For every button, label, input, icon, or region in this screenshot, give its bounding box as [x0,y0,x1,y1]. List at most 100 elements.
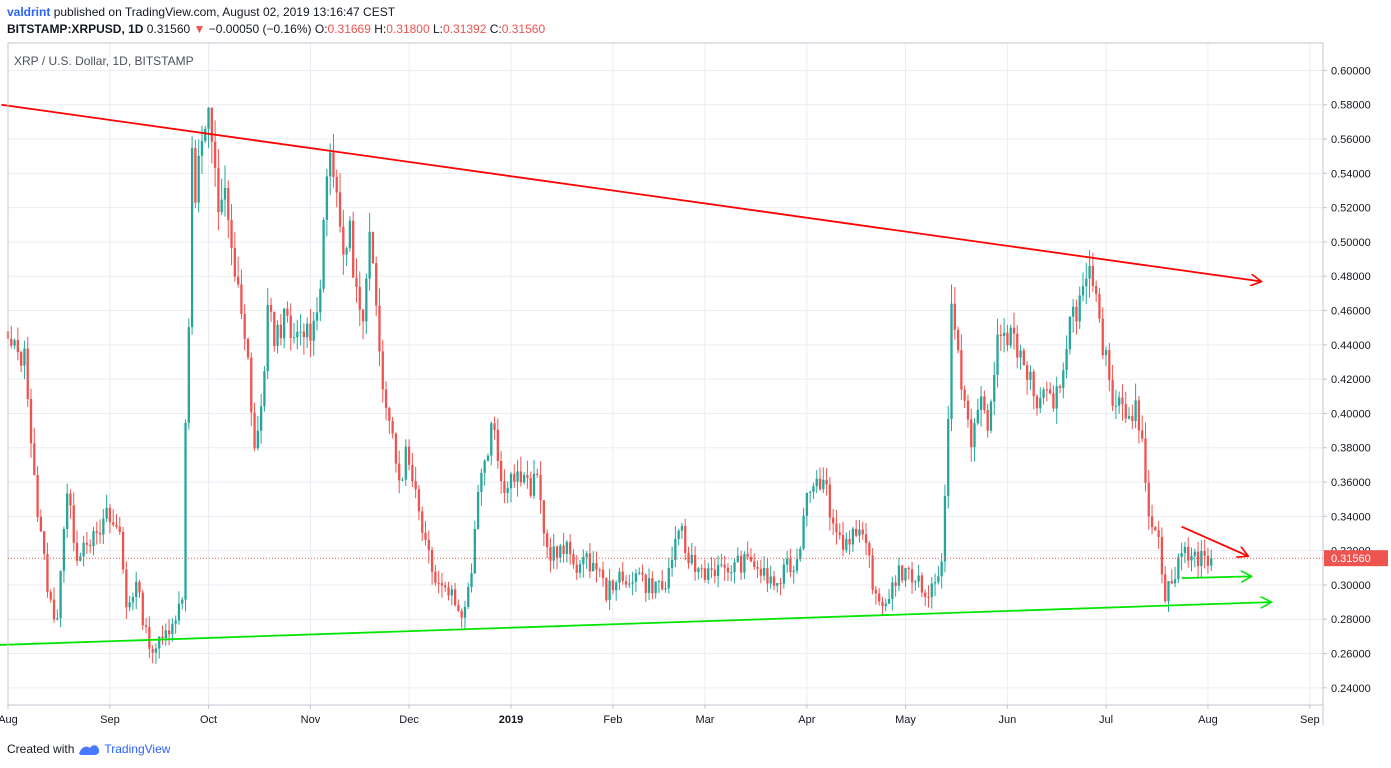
last-price: 0.31560 [146,22,191,36]
candle-body [105,507,108,519]
author-name[interactable]: valdrint [7,5,51,19]
candle [141,589,144,631]
candle [1029,365,1032,391]
candle [917,564,920,588]
candle-body [529,477,532,496]
candle [555,545,559,569]
candle-body [618,571,621,583]
candle-body [1032,371,1035,397]
tradingview-brand[interactable]: TradingView [104,742,171,756]
candle [572,549,575,569]
candle [815,470,818,494]
candle [282,307,286,349]
candle [858,519,861,543]
candle [1062,362,1065,399]
candle [151,645,154,664]
candle [332,133,335,188]
candle-body [332,152,335,177]
open-label: O: [314,22,328,36]
candle [753,553,756,571]
candle [121,526,125,574]
candle [29,388,33,458]
candle [1058,384,1062,394]
candle [1071,299,1075,333]
candle [1127,407,1131,420]
candle [174,615,177,634]
candle [480,468,483,506]
candle [785,551,789,573]
candle-body [26,348,29,399]
candle-body [907,567,910,570]
candle-body [943,495,947,562]
candle-body [956,329,960,351]
candle [703,559,707,583]
candle-body [1071,306,1075,317]
candle [730,565,733,582]
candle [411,452,414,488]
candle-body [279,324,283,339]
y-tick-label: 0.34000 [1331,511,1371,523]
candle-body [1164,574,1167,602]
candle-body [98,532,102,535]
trendlines[interactable] [0,103,1270,650]
candle [598,567,601,578]
candle-body [1187,546,1190,561]
candle-body [595,562,598,570]
candle-body [779,582,782,584]
candle [115,514,118,529]
candle-body [16,340,20,353]
candle-body [1052,393,1055,409]
candle-body [1048,389,1052,394]
candle-body [151,648,154,653]
candle-body [858,529,861,536]
candle-body [1141,430,1144,439]
candle [1157,520,1160,549]
candle-body [89,544,92,547]
candle-body [371,231,375,264]
candle [1114,389,1118,420]
candle [578,559,582,578]
candle [930,577,933,609]
candle [841,521,845,557]
candle [618,567,621,591]
candle-body [1150,516,1154,528]
candle [312,311,315,356]
candle [1193,548,1196,568]
candle [213,120,217,187]
candle [713,558,716,584]
candle-body [782,564,786,584]
candle [19,350,23,373]
candle [302,323,306,355]
candle [33,427,36,476]
candle-body [253,412,256,449]
axes: 0.60000 0.58000 0.56000 0.54000 0.52000 0.500… [0,42,1388,726]
candle [227,180,230,239]
candle [355,258,358,303]
y-tick-label: 0.38000 [1331,443,1371,455]
candle [286,301,289,323]
candle [499,450,503,494]
candle-body [1085,278,1088,287]
candle [1095,280,1098,302]
candle [49,589,52,603]
candle-body [66,493,69,530]
x-tick-label: May [895,714,916,726]
candle-body [1095,285,1098,294]
candle-body [361,309,365,322]
candle-body [164,630,167,639]
candle-body [102,518,105,535]
candle [1180,542,1183,571]
candle [1196,541,1200,578]
candle-body [549,547,552,561]
candle [545,529,549,559]
candle [861,521,864,541]
candle [1170,569,1173,585]
y-tick-label: 0.28000 [1331,614,1371,626]
candle [112,509,115,527]
candle-body [246,338,250,358]
candle [381,339,384,403]
candle-body [1118,397,1121,406]
candle-body [355,277,358,287]
candle [808,490,812,503]
